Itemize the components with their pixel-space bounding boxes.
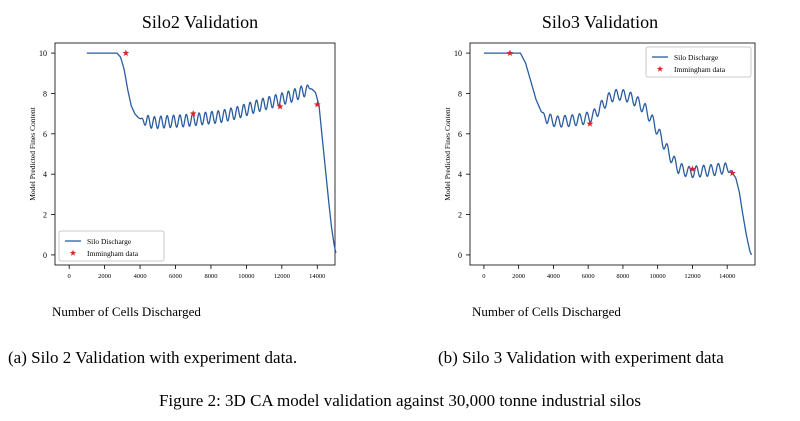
data-point-immingham — [506, 49, 514, 56]
x-tick-label: 8000 — [616, 273, 629, 280]
subfigure-caption: (b) Silo 3 Validation with experiment da… — [438, 348, 724, 367]
chart-title: Silo3 Validation — [541, 12, 659, 32]
data-point-immingham — [586, 120, 594, 127]
x-tick-label: 4000 — [134, 273, 147, 280]
plot-frame — [54, 42, 336, 266]
legend-box — [58, 230, 165, 262]
chart-panel-silo3: Silo3 Validation 0 2 4 6 8 10 0 2000 4000 6000 800… — [400, 0, 800, 380]
legend-label: Silo Discharge — [674, 53, 719, 62]
x-tick-label: 4000 — [547, 273, 560, 280]
x-axis-label: Number of Cells Discharged — [52, 304, 201, 319]
y-tick-label: 8 — [458, 89, 462, 98]
legend-label: Immingham data — [87, 249, 139, 258]
data-point-immingham — [122, 49, 130, 56]
legend-star-icon — [656, 65, 664, 72]
legend-star-icon — [69, 249, 77, 256]
data-point-immingham — [313, 100, 321, 108]
y-tick-label: 2 — [43, 211, 47, 220]
plot-frame — [469, 42, 756, 266]
legend: Silo Discharge Immingham data — [645, 46, 752, 78]
x-tick-label: 0 — [482, 273, 485, 280]
y-tick-label: 6 — [458, 130, 462, 139]
data-point-immingham — [189, 110, 197, 117]
subfigure-caption: (a) Silo 2 Validation with experiment da… — [8, 348, 298, 367]
chart-title: Silo2 Validation — [141, 12, 259, 32]
chart-plot: 0 2 4 6 8 10 0 2000 4000 6000 8000 10000 12000 14000 M… — [443, 42, 756, 280]
data-point-immingham — [689, 165, 696, 173]
y-tick-label: 8 — [43, 89, 47, 98]
y-tick-label: 10 — [39, 49, 47, 58]
legend-label: Immingham data — [674, 65, 726, 74]
legend-label: Silo Discharge — [87, 237, 132, 246]
x-tick-label: 8000 — [204, 273, 217, 280]
x-tick-label: 12000 — [274, 273, 290, 280]
legend: Silo Discharge Immingham data — [58, 230, 165, 262]
y-axis-label: Model Predicted Fines Content — [28, 106, 37, 200]
x-tick-label: 2000 — [512, 273, 525, 280]
series-line-silo-discharge — [483, 52, 753, 256]
y-axis-label: Model Predicted Fines Content — [443, 106, 452, 200]
y-tick-label: 10 — [454, 49, 462, 58]
x-axis-label: Number of Cells Discharged — [472, 304, 621, 319]
x-tick-label: 10000 — [238, 273, 254, 280]
y-tick-label: 4 — [458, 170, 462, 179]
y-tick-label: 0 — [43, 251, 47, 260]
chart-plot: 0 2 4 6 8 10 0 2000 4000 6000 8000 10000 12000 14000 M… — [28, 42, 337, 280]
series-line-silo-discharge — [86, 52, 337, 254]
x-tick-label: 2000 — [98, 273, 111, 280]
y-tick-label: 6 — [43, 130, 47, 139]
data-point-immingham — [276, 102, 284, 110]
x-tick-label: 6000 — [582, 273, 595, 280]
legend-box — [645, 46, 752, 78]
x-tick-label: 14000 — [719, 273, 735, 280]
y-tick-label: 0 — [458, 251, 462, 260]
x-tick-label: 0 — [68, 273, 71, 280]
x-tick-label: 12000 — [684, 273, 700, 280]
x-tick-label: 10000 — [650, 273, 666, 280]
data-point-immingham — [728, 169, 736, 177]
chart-panel-silo2: Silo2 Validation 0 2 4 6 8 10 0 2000 4000 6000 800… — [0, 0, 400, 380]
x-tick-label: 14000 — [309, 273, 325, 280]
y-tick-label: 4 — [43, 170, 47, 179]
y-tick-label: 2 — [458, 211, 462, 220]
figure-caption: Figure 2: 3D CA model validation against… — [158, 391, 642, 410]
x-tick-label: 6000 — [169, 273, 182, 280]
